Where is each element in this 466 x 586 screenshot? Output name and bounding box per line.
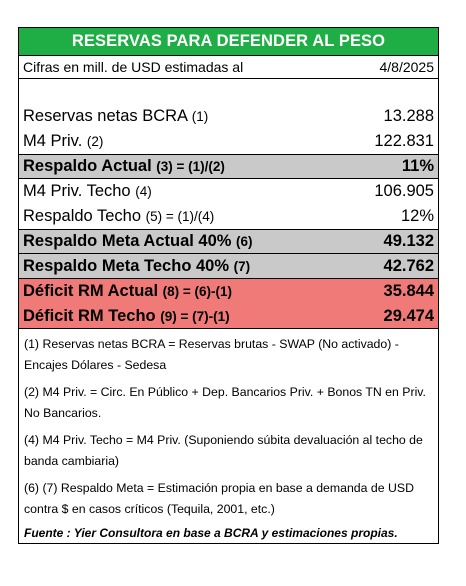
- row-label: Respaldo Actual: [23, 157, 152, 175]
- subtitle-row: Cifras en mill. de USD estimadas al 4/8/…: [19, 56, 438, 79]
- footnotes: (1) Reservas netas BCRA = Reservas bruta…: [19, 329, 438, 519]
- row-m4-priv-techo: M4 Priv. Techo (4) 106.905: [19, 179, 438, 204]
- subtitle-date: 4/8/2025: [379, 59, 435, 75]
- subtitle-label: Cifras en mill. de USD estimadas al: [23, 59, 244, 75]
- row-ref: (1): [191, 109, 209, 124]
- row-deficit-rm-techo: Déficit RM Techo (9) = (7)-(1) 29.474: [19, 304, 438, 329]
- row-reservas-netas: Reservas netas BCRA (1) 13.288: [19, 104, 438, 129]
- footnote: (1) Reservas netas BCRA = Reservas bruta…: [24, 337, 399, 372]
- row-label: Reservas netas BCRA: [23, 107, 188, 125]
- row-value: 42.762: [383, 256, 434, 275]
- row-value: 49.132: [383, 232, 434, 250]
- row-label: Déficit RM Actual: [23, 282, 159, 300]
- row-value: 11%: [401, 157, 434, 175]
- row-label: Respaldo Techo: [23, 207, 142, 225]
- row-label: Déficit RM Techo: [23, 306, 156, 325]
- row-value: 13.288: [383, 107, 434, 125]
- row-m4-priv: M4 Priv. (2) 122.831: [19, 129, 438, 154]
- row-label: M4 Priv. Techo: [23, 182, 131, 200]
- row-respaldo-meta-actual: Respaldo Meta Actual 40% (6) 49.132: [19, 229, 438, 254]
- table-title: RESERVAS PARA DEFENDER AL PESO: [19, 28, 438, 56]
- row-value: 29.474: [383, 306, 434, 325]
- footnote: (2) M4 Priv. = Circ. En Público + Dep. B…: [24, 385, 426, 420]
- row-label: Respaldo Meta Techo 40%: [23, 256, 230, 275]
- row-ref: (9) = (7)-(1): [160, 308, 230, 324]
- row-deficit-rm-actual: Déficit RM Actual (8) = (6)-(1) 35.844: [19, 279, 438, 304]
- row-ref: (7): [233, 258, 251, 274]
- footnote: (4) M4 Priv. Techo = M4 Priv. (Suponiend…: [24, 433, 423, 468]
- row-respaldo-techo: Respaldo Techo (5) = (1)/(4) 12%: [19, 204, 438, 229]
- row-value: 35.844: [383, 282, 434, 300]
- row-value: 122.831: [374, 132, 434, 150]
- row-label: Respaldo Meta Actual 40%: [23, 232, 232, 250]
- reserves-table: RESERVAS PARA DEFENDER AL PESO Cifras en…: [18, 27, 439, 544]
- row-respaldo-actual: Respaldo Actual (3) = (1)/(2) 11%: [19, 154, 438, 179]
- source-line: Fuente : Yier Consultora en base a BCRA …: [24, 526, 398, 540]
- row-ref: (5) = (1)/(4): [145, 209, 215, 224]
- row-ref: (8) = (6)-(1): [162, 284, 233, 299]
- row-value: 106.905: [374, 182, 434, 200]
- footnote: (6) (7) Respaldo Meta = Estimación propi…: [24, 481, 414, 516]
- row-ref: (2): [86, 134, 104, 149]
- row-ref: (3) = (1)/(2): [156, 159, 225, 174]
- spacer-row: [19, 79, 438, 104]
- row-ref: (4): [135, 184, 152, 199]
- row-ref: (6): [236, 234, 253, 249]
- row-respaldo-meta-techo: Respaldo Meta Techo 40% (7) 42.762: [19, 254, 438, 279]
- row-label: M4 Priv.: [23, 132, 83, 150]
- row-value: 12%: [400, 207, 434, 225]
